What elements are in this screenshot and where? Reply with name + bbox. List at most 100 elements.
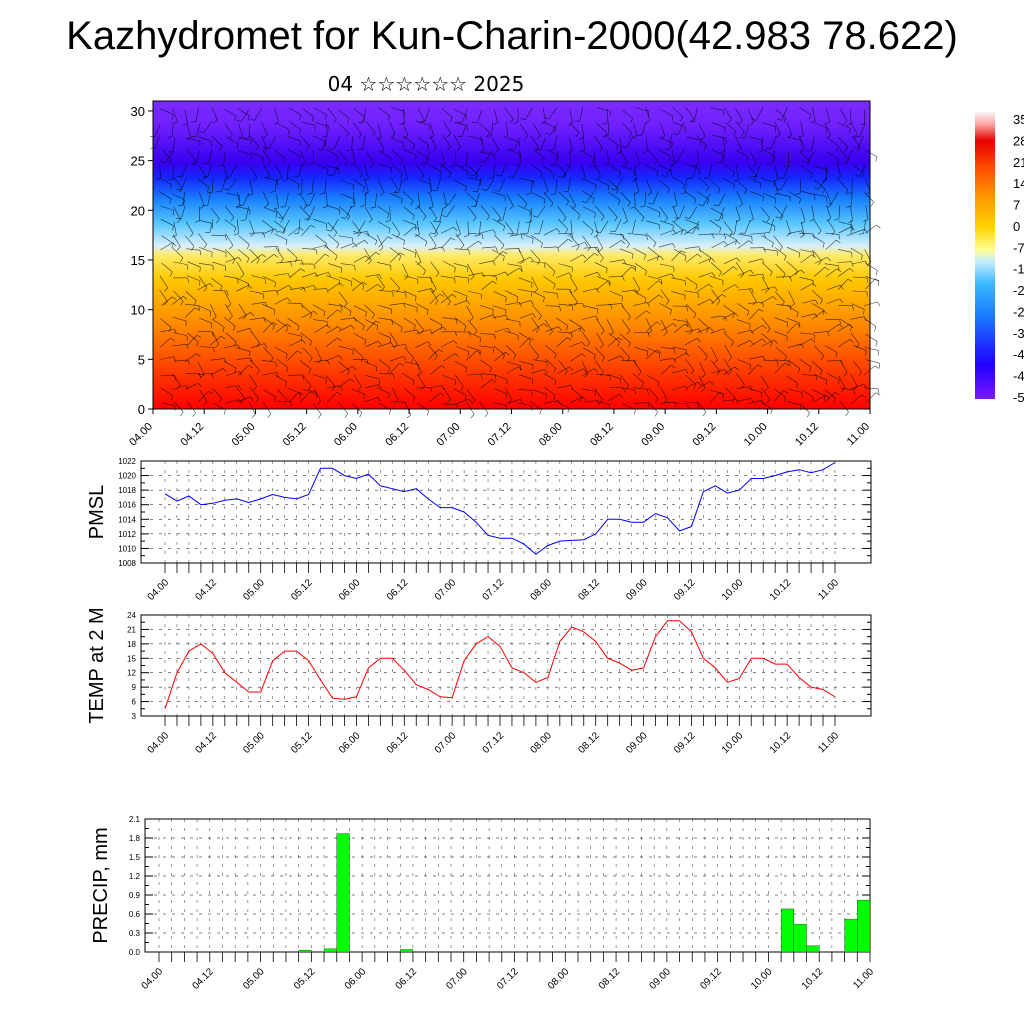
- wind-barb: [813, 165, 828, 170]
- wind-barb: [302, 108, 314, 118]
- wind-barb-flag: [709, 327, 714, 332]
- wind-barb-flag: [180, 300, 184, 306]
- wind-barb-flag: [630, 206, 636, 209]
- wind-barb-flag: [738, 120, 743, 125]
- wind-barb-flag: [639, 205, 645, 208]
- wind-barb: [330, 219, 339, 232]
- wind-barb: [761, 333, 773, 343]
- wind-barb-flag: [837, 268, 842, 273]
- wind-barb: [365, 320, 376, 332]
- wind-barb-flag: [783, 165, 789, 167]
- wind-barb-flag: [577, 214, 581, 220]
- wind-barb: [352, 277, 365, 286]
- x-tick-label: 07.00: [433, 730, 459, 756]
- wind-barb: [595, 235, 604, 249]
- wind-barb-flag: [298, 129, 301, 135]
- wind-barb-flag: [440, 164, 445, 168]
- wind-barb: [481, 246, 496, 249]
- wind-barb: [689, 206, 698, 219]
- wind-barb-flag: [594, 391, 597, 397]
- wind-barb-flag: [199, 280, 201, 286]
- wind-barb-flag: [280, 218, 284, 223]
- wind-barb: [480, 333, 495, 335]
- wind-barb-flag: [543, 297, 545, 303]
- y-axis-label: TEMP at 2 M: [86, 607, 108, 723]
- wind-barb-flag: [688, 330, 693, 335]
- wind-barb-flag: [223, 188, 229, 191]
- wind-barb: [161, 262, 173, 273]
- colorbar-label: -56: [1013, 390, 1024, 405]
- wind-barb: [429, 122, 434, 136]
- wind-barb: [287, 135, 301, 142]
- wind-barb-flag: [535, 328, 540, 333]
- wind-barb-flag: [413, 325, 416, 331]
- wind-barb-flag: [601, 357, 605, 362]
- wind-barb-flag: [285, 367, 289, 373]
- x-tick-label: 05.12: [281, 421, 309, 449]
- wind-barb: [492, 206, 502, 219]
- x-tick-label: 08.12: [597, 966, 623, 992]
- wind-barb: [441, 150, 446, 165]
- wind-barb-flag: [724, 316, 727, 322]
- wind-barb: [582, 190, 595, 200]
- wind-barb: [569, 290, 578, 303]
- wind-barb: [416, 387, 431, 389]
- wind-barb: [249, 179, 254, 194]
- wind-barb-flag: [518, 366, 523, 371]
- wind-barb: [302, 389, 317, 393]
- wind-barb: [569, 235, 580, 247]
- wind-barb-flag: [557, 246, 560, 252]
- wind-barb-flag: [228, 134, 233, 139]
- wind-barb-flag: [359, 173, 363, 179]
- wind-barb: [340, 193, 354, 200]
- wind-barb: [274, 177, 278, 192]
- wind-barb: [825, 268, 838, 278]
- wind-barb: [275, 323, 288, 333]
- wind-barb: [299, 193, 308, 206]
- wind-barb-flag: [874, 278, 880, 282]
- wind-barb: [505, 290, 518, 298]
- wind-barb-flag: [579, 137, 584, 140]
- colorbar-label: 35: [1013, 112, 1024, 127]
- y-tick-label: 1010: [118, 544, 136, 553]
- wind-barb-flag: [170, 337, 175, 342]
- wind-barb-flag: [567, 233, 573, 237]
- wind-barb-flag: [234, 115, 237, 121]
- wind-barb-flag: [657, 382, 660, 388]
- wind-barb: [479, 345, 494, 349]
- wind-barb: [698, 123, 706, 137]
- wind-barb-flag: [565, 164, 571, 167]
- wind-barb: [596, 332, 604, 345]
- x-tick-label: 07.12: [486, 421, 514, 449]
- wind-barb-flag: [733, 179, 739, 182]
- wind-barb: [171, 295, 184, 305]
- wind-barb: [351, 281, 363, 291]
- wind-barb-flag: [366, 359, 369, 365]
- wind-barb-flag: [439, 171, 442, 177]
- wind-barb-flag: [432, 147, 437, 152]
- x-tick-label: 09.12: [691, 421, 719, 449]
- wind-barb-flag: [873, 326, 877, 332]
- wind-barb: [274, 207, 284, 219]
- wind-barb-flag: [779, 246, 783, 251]
- wind-barb: [799, 135, 805, 150]
- wind-barb-flag: [646, 302, 650, 307]
- wind-barb: [647, 149, 658, 161]
- x-tick-label: 10.12: [768, 577, 794, 603]
- wind-barb-flag: [274, 282, 276, 288]
- wind-barb-flag: [274, 121, 279, 125]
- y-tick-label: 1020: [118, 472, 136, 481]
- wind-barb: [455, 398, 470, 404]
- wind-barb-flag: [733, 184, 735, 190]
- wind-barb: [801, 190, 815, 196]
- wind-barb: [441, 290, 451, 302]
- wind-barb: [403, 290, 417, 297]
- wind-barb-flag: [703, 145, 707, 150]
- wind-barb-flag: [476, 350, 482, 354]
- wind-barb: [377, 342, 392, 348]
- wind-barb-flag: [719, 227, 722, 233]
- wind-barb-flag: [633, 170, 636, 177]
- wind-barb-flag: [763, 247, 766, 253]
- wind-barb: [545, 345, 557, 355]
- wind-barb-flag: [590, 230, 594, 236]
